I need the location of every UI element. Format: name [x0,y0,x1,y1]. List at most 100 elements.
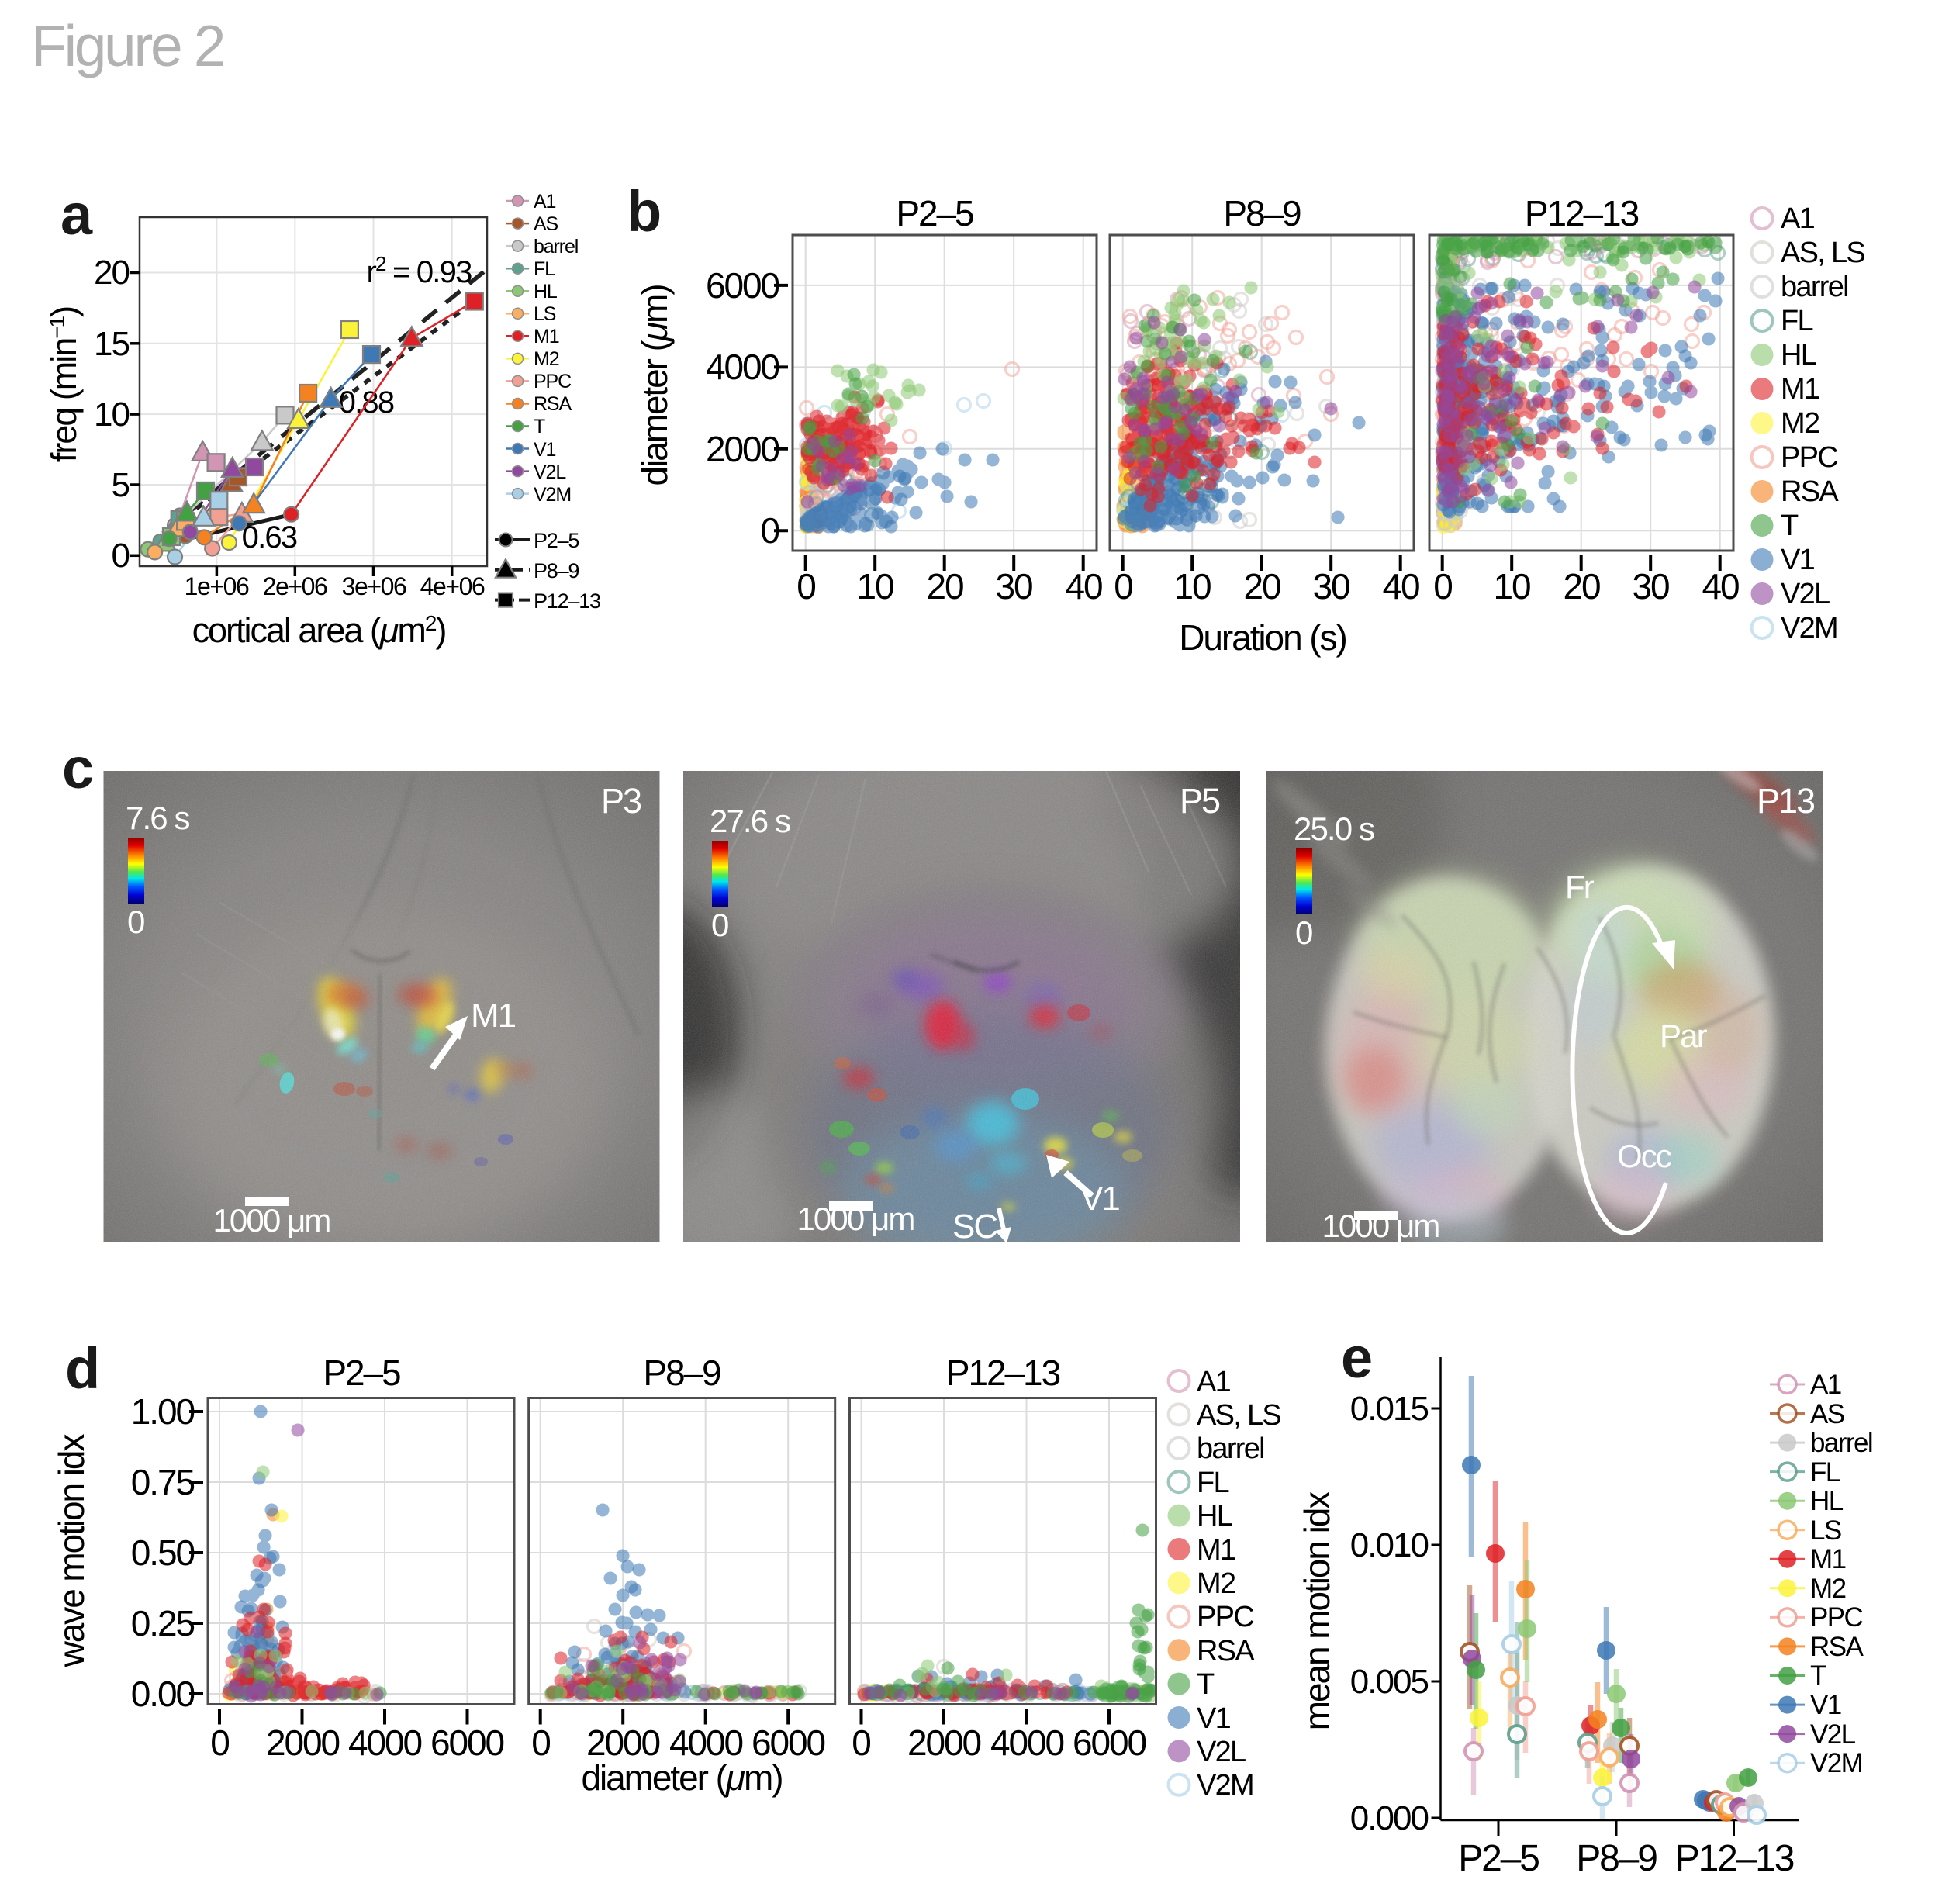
svg-text:2000: 2000 [586,1723,660,1763]
svg-text:T: T [1197,1668,1215,1701]
svg-text:Occ: Occ [1617,1138,1671,1174]
svg-text:4000: 4000 [990,1723,1064,1763]
svg-text:P2–5: P2–5 [534,529,579,552]
svg-text:a: a [60,182,93,247]
svg-text:A1: A1 [1197,1366,1231,1398]
svg-text:0.000: 0.000 [1350,1799,1429,1837]
svg-text:1000 μm: 1000 μm [796,1201,914,1237]
svg-text:AS: AS [534,213,558,235]
svg-text:20: 20 [1563,566,1600,606]
svg-text:A1: A1 [534,191,556,213]
svg-text:mean motion idx: mean motion idx [1297,1491,1337,1731]
svg-text:FL: FL [1810,1457,1840,1488]
svg-text:P8–9: P8–9 [534,559,579,582]
svg-text:3e+06: 3e+06 [342,572,406,600]
svg-text:6000: 6000 [1073,1723,1146,1763]
svg-text:M1: M1 [534,326,559,347]
svg-text:barrel: barrel [1810,1428,1872,1458]
svg-text:T: T [1781,510,1799,542]
svg-text:V1: V1 [1781,544,1815,576]
svg-text:e: e [1341,1325,1371,1390]
svg-text:0: 0 [210,1723,229,1763]
svg-text:HL: HL [1781,339,1816,371]
svg-text:AS: AS [1810,1399,1844,1429]
svg-text:4000: 4000 [348,1723,422,1763]
svg-text:0.88: 0.88 [339,385,394,420]
svg-text:HL: HL [1810,1486,1844,1516]
svg-text:P5: P5 [1180,781,1220,821]
svg-text:V2L: V2L [534,461,566,483]
svg-text:0: 0 [760,510,779,551]
svg-text:P12–13: P12–13 [534,589,600,613]
svg-text:40: 40 [1065,566,1102,606]
svg-text:0.00: 0.00 [131,1674,195,1714]
svg-text:40: 40 [1382,566,1419,606]
svg-text:2000: 2000 [907,1723,981,1763]
svg-text:SC: SC [952,1208,997,1246]
svg-text:A1: A1 [1781,202,1815,235]
svg-text:0.005: 0.005 [1350,1663,1429,1701]
svg-text:HL: HL [1197,1500,1232,1533]
svg-text:V2L: V2L [1197,1736,1246,1768]
svg-text:30: 30 [1312,566,1349,606]
svg-text:10: 10 [856,566,893,606]
svg-text:P8–9: P8–9 [1576,1838,1657,1879]
svg-text:P3: P3 [601,781,641,821]
svg-text:30: 30 [995,566,1032,606]
svg-text:P12–13: P12–13 [1525,193,1639,233]
svg-text:0: 0 [852,1723,870,1763]
svg-text:1.00: 1.00 [131,1391,195,1432]
svg-text:V2M: V2M [1781,612,1837,644]
svg-text:0.015: 0.015 [1350,1390,1429,1428]
svg-text:40: 40 [1702,566,1739,606]
svg-text:10: 10 [94,396,129,434]
svg-text:V2M: V2M [534,484,571,506]
svg-text:P13: P13 [1757,781,1815,821]
svg-text:RSA: RSA [1810,1632,1864,1662]
svg-text:b: b [627,179,660,244]
svg-text:RSA: RSA [1781,475,1839,508]
svg-text:V1: V1 [1197,1702,1231,1735]
svg-text:FL: FL [534,258,555,280]
svg-text:V1: V1 [1810,1690,1841,1720]
svg-text:M1: M1 [1197,1534,1235,1567]
svg-text:P8–9: P8–9 [643,1353,720,1393]
svg-text:V2L: V2L [1781,578,1830,610]
svg-text:d: d [65,1336,98,1401]
svg-text:barrel: barrel [1197,1432,1264,1465]
svg-text:M1: M1 [1781,373,1819,406]
svg-text:0: 0 [1433,566,1452,606]
svg-text:T: T [1810,1660,1826,1691]
svg-text:M2: M2 [1810,1574,1846,1604]
svg-text:diameter (μm): diameter (μm) [634,285,675,486]
svg-text:30: 30 [1632,566,1669,606]
svg-text:FL: FL [1781,305,1813,337]
svg-text:Figure 2: Figure 2 [31,13,223,78]
svg-text:27.6 s: 27.6 s [710,803,790,839]
svg-text:M2: M2 [534,348,559,370]
svg-text:PPC: PPC [1197,1601,1253,1633]
svg-text:25.0 s: 25.0 s [1294,810,1374,847]
svg-text:wave motion idx: wave motion idx [51,1434,92,1668]
svg-text:AS, LS: AS, LS [1197,1399,1280,1432]
svg-text:V2M: V2M [1197,1769,1253,1802]
svg-text:10: 10 [1173,566,1211,606]
svg-text:0: 0 [531,1723,550,1763]
svg-text:0.63: 0.63 [242,520,297,555]
svg-text:PPC: PPC [534,371,572,392]
svg-text:P8–9: P8–9 [1223,193,1301,233]
svg-text:0.010: 0.010 [1350,1526,1429,1564]
svg-text:6000: 6000 [706,265,779,306]
svg-text:Par: Par [1660,1018,1708,1054]
svg-text:2000: 2000 [266,1723,340,1763]
svg-text:V2M: V2M [1810,1748,1862,1778]
svg-text:15: 15 [94,325,129,363]
svg-text:P2–5: P2–5 [1458,1838,1539,1879]
svg-text:P12–13: P12–13 [946,1353,1060,1393]
svg-text:diameter (μm): diameter (μm) [581,1757,782,1798]
svg-text:2000: 2000 [706,429,779,469]
svg-text:0: 0 [796,566,815,606]
svg-text:HL: HL [534,281,558,302]
svg-text:20: 20 [926,566,963,606]
svg-text:PPC: PPC [1810,1602,1863,1633]
